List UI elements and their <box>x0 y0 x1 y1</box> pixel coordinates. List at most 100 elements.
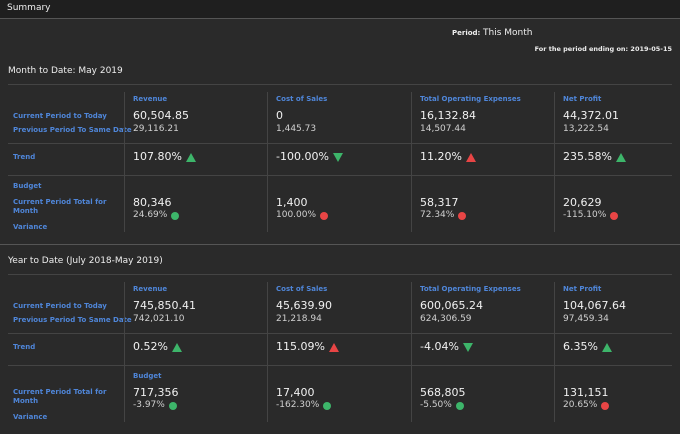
column-header: Cost of Sales <box>276 285 328 293</box>
current-value: 16,132.84 <box>420 109 476 122</box>
top-bar <box>0 0 680 19</box>
trend-value: -4.04% <box>420 340 459 353</box>
row-label: Budget <box>13 182 42 190</box>
column-divider <box>267 92 268 232</box>
column-header: Total Operating Expenses <box>420 285 521 293</box>
previous-value: 13,222.54 <box>563 124 609 134</box>
variance-value: 24.69% <box>133 210 168 220</box>
trend-value: -100.00% <box>276 150 329 163</box>
column-divider <box>554 282 555 422</box>
section-title: Month to Date: May 2019 <box>8 66 123 76</box>
trend-value: 107.80% <box>133 150 182 163</box>
previous-value: 624,306.59 <box>420 314 472 324</box>
period-ending: For the period ending on: 2019-05-15 <box>534 45 672 53</box>
variance-value: 72.34% <box>420 210 455 220</box>
column-header: Revenue <box>133 285 168 293</box>
arrow-shape <box>462 343 473 352</box>
trend-value: 6.35% <box>563 340 598 353</box>
column-divider <box>411 282 412 422</box>
row-label: Previous Period To Same Date <box>13 316 132 324</box>
column-divider <box>267 282 268 422</box>
variance-value: 20.65% <box>563 400 598 410</box>
status-dot <box>168 402 177 410</box>
status-dot <box>455 402 464 410</box>
budget-value: 58,317 <box>420 196 459 209</box>
status-dot <box>610 212 619 220</box>
row-label: Current Period Total for Month <box>13 198 107 215</box>
budget-value: 717,356 <box>133 386 179 399</box>
previous-value: 742,021.10 <box>133 314 185 324</box>
divider <box>8 84 672 85</box>
row-label: Previous Period To Same Date <box>13 126 132 134</box>
previous-value: 21,218.94 <box>276 314 322 324</box>
row-label: Trend <box>13 343 36 351</box>
row-label: Variance <box>13 413 48 421</box>
status-dot <box>458 212 467 220</box>
current-value: 60,504.85 <box>133 109 189 122</box>
column-header: Total Operating Expenses <box>420 95 521 103</box>
previous-value: 29,116.21 <box>133 124 179 134</box>
current-value: 45,639.90 <box>276 299 332 312</box>
variance-value: -162.30% <box>276 400 320 410</box>
previous-value: 97,459.34 <box>563 314 609 324</box>
budget-value: 80,346 <box>133 196 172 209</box>
trend-arrow <box>328 343 339 352</box>
budget-value: 568,805 <box>420 386 466 399</box>
trend-value: 11.20% <box>420 150 462 163</box>
arrow-shape <box>615 153 626 162</box>
arrow-shape <box>171 343 182 352</box>
arrow-shape <box>332 153 343 162</box>
column-header: Cost of Sales <box>276 95 328 103</box>
section-title: Year to Date (July 2018-May 2019) <box>8 256 163 266</box>
previous-value: 14,507.44 <box>420 124 466 134</box>
trend-arrow <box>465 153 476 162</box>
variance-value: -3.97% <box>133 400 165 410</box>
budget-label: Budget <box>133 372 162 380</box>
trend-arrow <box>332 153 343 162</box>
page-title: Summary <box>7 3 51 13</box>
column-header: Net Profit <box>563 285 602 293</box>
variance-value: -5.50% <box>420 400 452 410</box>
budget-value: 1,400 <box>276 196 308 209</box>
budget-value: 20,629 <box>563 196 602 209</box>
trend-arrow <box>601 343 612 352</box>
row-label: Trend <box>13 153 36 161</box>
status-dot <box>320 212 329 220</box>
current-value: 104,067.64 <box>563 299 626 312</box>
current-value: 600,065.24 <box>420 299 483 312</box>
budget-value: 131,151 <box>563 386 609 399</box>
status-dot <box>601 402 610 410</box>
variance-value: 100.00% <box>276 210 317 220</box>
column-header: Revenue <box>133 95 168 103</box>
status-dot <box>323 402 332 410</box>
column-divider <box>554 92 555 232</box>
current-value: 44,372.01 <box>563 109 619 122</box>
status-dot <box>171 212 180 220</box>
column-divider <box>124 282 125 422</box>
column-divider <box>124 92 125 232</box>
column-divider <box>411 92 412 232</box>
trend-arrow <box>185 153 196 162</box>
budget-value: 17,400 <box>276 386 315 399</box>
trend-value: 235.58% <box>563 150 612 163</box>
variance-value: -115.10% <box>563 210 607 220</box>
current-value: 0 <box>276 109 283 122</box>
row-divider <box>8 365 672 366</box>
trend-value: 0.52% <box>133 340 168 353</box>
row-label: Current Period to Today <box>13 112 107 120</box>
section-separator <box>0 244 680 245</box>
previous-value: 1,445.73 <box>276 124 317 134</box>
period-value: This Month <box>483 28 533 38</box>
row-divider <box>8 175 672 176</box>
column-header: Net Profit <box>563 95 602 103</box>
period-label: Period: <box>452 29 481 37</box>
divider <box>8 274 672 275</box>
row-divider <box>8 143 672 144</box>
trend-arrow <box>462 343 473 352</box>
trend-arrow <box>171 343 182 352</box>
arrow-shape <box>601 343 612 352</box>
row-label: Current Period Total for Month <box>13 388 107 405</box>
trend-value: 115.09% <box>276 340 325 353</box>
row-divider <box>8 333 672 334</box>
